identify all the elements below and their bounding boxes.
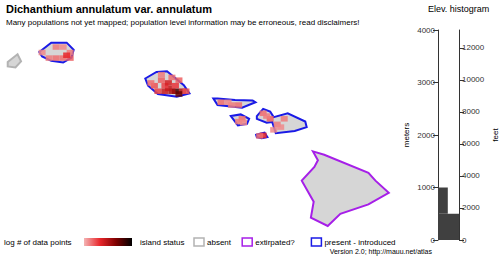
svg-text:Dichanthium annulatum var. ann: Dichanthium annulatum var. annulatum [6,3,212,15]
svg-text:10000: 10000 [462,75,485,84]
svg-text:Elev. histogram: Elev. histogram [428,4,489,14]
svg-text:2000: 2000 [462,203,480,212]
svg-text:8000: 8000 [462,107,480,116]
svg-text:log # of data points: log # of data points [4,238,72,247]
svg-text:3000: 3000 [417,78,435,87]
svg-text:Version 2.0; http://mauu.net/a: Version 2.0; http://mauu.net/atlas [330,248,433,256]
svg-text:6000: 6000 [462,139,480,148]
svg-text:0: 0 [431,236,436,245]
svg-text:Many populations not yet mappe: Many populations not yet mapped; populat… [6,18,360,27]
svg-text:1000: 1000 [417,183,435,192]
svg-text:present - introduced: present - introduced [324,238,395,247]
svg-text:island status: island status [140,238,184,247]
svg-text:meters: meters [402,123,411,147]
svg-text:extirpated?: extirpated? [255,238,295,247]
svg-text:feet: feet [491,128,500,142]
svg-text:4000: 4000 [462,171,480,180]
svg-text:12000: 12000 [462,43,485,52]
svg-text:4000: 4000 [417,26,435,35]
svg-text:2000: 2000 [417,131,435,140]
svg-text:0: 0 [462,236,467,245]
svg-text:absent: absent [207,238,232,247]
